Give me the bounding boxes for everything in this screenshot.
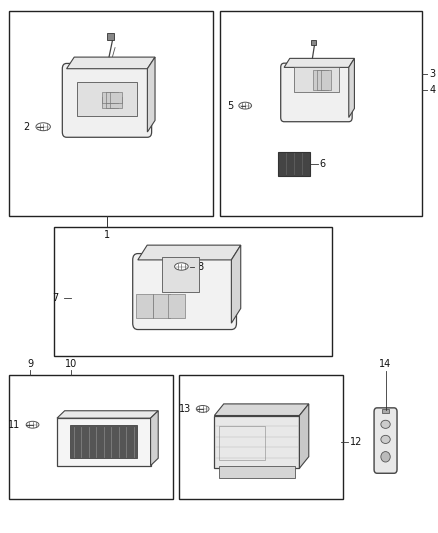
Text: 12: 12: [350, 437, 362, 447]
Bar: [102, 97, 114, 108]
Bar: [9, 375, 173, 498]
Bar: [317, 70, 328, 90]
Ellipse shape: [175, 263, 188, 270]
Bar: [214, 416, 300, 469]
Text: 5: 5: [227, 101, 233, 111]
Polygon shape: [231, 245, 241, 323]
Text: 3: 3: [429, 69, 435, 79]
Polygon shape: [214, 404, 309, 416]
Polygon shape: [284, 59, 354, 67]
FancyBboxPatch shape: [133, 254, 237, 329]
Ellipse shape: [381, 435, 390, 443]
Bar: [102, 92, 114, 103]
Text: 4: 4: [429, 85, 435, 95]
Bar: [54, 227, 332, 356]
Bar: [106, 92, 118, 103]
Bar: [313, 70, 324, 90]
Ellipse shape: [196, 406, 209, 413]
Bar: [107, 34, 114, 40]
Text: 14: 14: [379, 359, 392, 369]
Polygon shape: [57, 411, 158, 418]
Polygon shape: [151, 411, 158, 466]
Bar: [110, 97, 122, 108]
Text: 2: 2: [23, 122, 30, 132]
Bar: [77, 82, 137, 117]
Ellipse shape: [381, 420, 390, 429]
Polygon shape: [138, 245, 241, 260]
FancyBboxPatch shape: [62, 63, 152, 138]
Bar: [106, 97, 118, 108]
Text: 6: 6: [319, 159, 325, 168]
Text: 9: 9: [27, 359, 33, 369]
Bar: [57, 418, 151, 466]
Bar: [311, 41, 316, 45]
Bar: [168, 294, 185, 318]
Ellipse shape: [26, 421, 39, 428]
Text: 8: 8: [198, 262, 204, 271]
Bar: [162, 257, 199, 292]
Bar: [9, 11, 213, 216]
Bar: [219, 466, 295, 478]
Bar: [278, 152, 310, 175]
Polygon shape: [67, 57, 155, 69]
Bar: [321, 70, 332, 90]
Polygon shape: [349, 59, 354, 117]
FancyBboxPatch shape: [374, 408, 397, 473]
Ellipse shape: [239, 102, 251, 109]
Bar: [294, 67, 339, 92]
Bar: [179, 375, 343, 498]
FancyBboxPatch shape: [281, 63, 352, 122]
Bar: [382, 409, 389, 413]
Bar: [153, 294, 170, 318]
Polygon shape: [147, 57, 155, 132]
Ellipse shape: [36, 123, 50, 131]
Text: 1: 1: [104, 230, 110, 239]
Bar: [220, 11, 422, 216]
Text: 7: 7: [52, 293, 58, 303]
Text: 13: 13: [179, 404, 191, 414]
Bar: [219, 426, 265, 461]
Bar: [136, 294, 153, 318]
Bar: [70, 425, 138, 458]
Text: 11: 11: [7, 419, 20, 430]
Bar: [110, 92, 122, 103]
Polygon shape: [300, 404, 309, 469]
Text: 10: 10: [65, 359, 77, 369]
Ellipse shape: [381, 451, 390, 462]
